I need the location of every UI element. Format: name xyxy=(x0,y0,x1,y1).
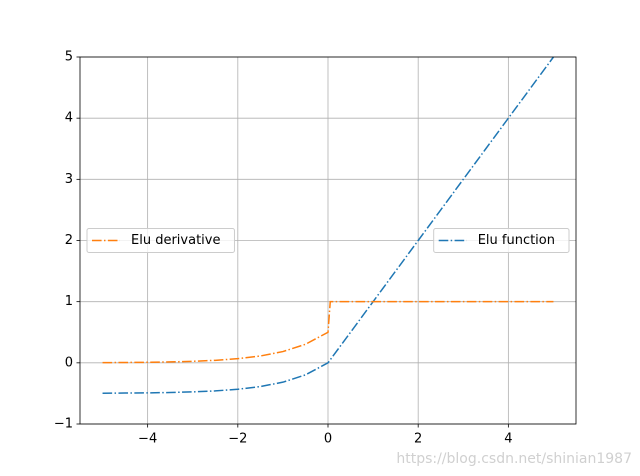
x-tick-label: 0 xyxy=(324,432,332,447)
legend-label: Elu function xyxy=(478,233,555,248)
legend: Elu derivative xyxy=(86,228,235,253)
legend-frame xyxy=(86,228,235,253)
y-tick-label: 2 xyxy=(65,233,73,248)
data-line xyxy=(102,300,554,364)
y-tick-label: 3 xyxy=(65,172,73,187)
x-tick-label: −2 xyxy=(228,432,247,447)
watermark: https://blog.csdn.net/shinian1987 xyxy=(396,451,632,467)
y-tick-label: 4 xyxy=(65,111,73,126)
y-tick-label: −1 xyxy=(54,417,73,432)
x-tick-label: 4 xyxy=(504,432,512,447)
x-tick-label: −4 xyxy=(138,432,157,447)
y-tick-label: 5 xyxy=(65,50,73,65)
legend: Elu function xyxy=(433,228,570,253)
legend-frame xyxy=(433,228,570,253)
data-line xyxy=(102,56,555,394)
axes-frame xyxy=(79,56,577,425)
y-tick-label: 1 xyxy=(65,294,73,309)
x-tick-label: 2 xyxy=(414,432,422,447)
y-tick-label: 0 xyxy=(65,355,73,370)
legend-label: Elu derivative xyxy=(131,233,220,248)
